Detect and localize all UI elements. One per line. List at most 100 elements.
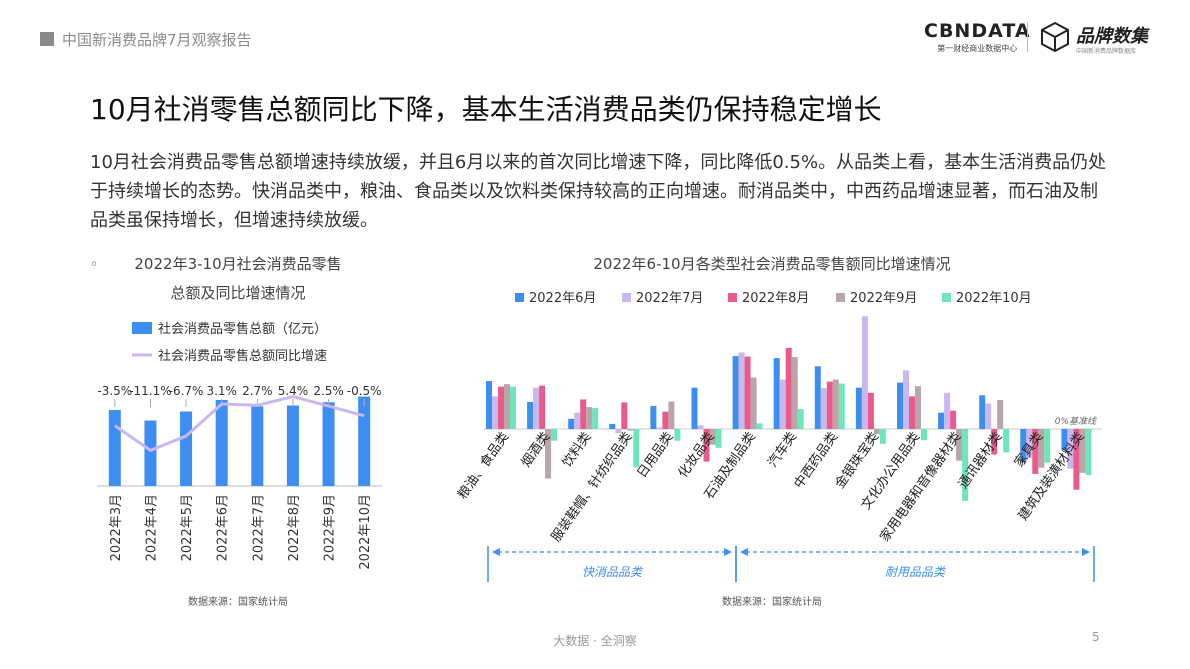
cube-icon [1041, 21, 1069, 53]
bar-0-3 [504, 384, 510, 429]
bar-2-4 [592, 408, 599, 429]
chart-title: 2022年6-10月各类型社会消费品零售额同比增速情况 [593, 255, 950, 273]
category-label-0: 粮油、食品类 [454, 429, 512, 502]
x-tick-label-2: 2022年5月 [180, 494, 195, 561]
brand-logo-text: 品牌数集 [1076, 26, 1148, 47]
bar-3-2 [621, 402, 628, 429]
bar-6-0 [732, 356, 739, 429]
bar-8-4 [838, 383, 845, 429]
bar-10-2 [909, 396, 915, 429]
x-tick-label-3: 2022年6月 [216, 494, 231, 561]
bar-5-4 [715, 429, 722, 448]
group-arrowhead-right-durable [1082, 548, 1090, 556]
x-tick-label-7: 2022年10月 [358, 494, 373, 570]
bar-2-2 [580, 399, 587, 429]
bar-0-4 [510, 386, 516, 429]
legend-swatch-2 [728, 293, 737, 302]
cbndata-logo-sub: 第一财经商业数据中心 [937, 44, 1018, 53]
bar-13-2 [1032, 429, 1039, 474]
bar-1-3 [545, 429, 552, 479]
growth-label-1: -11.1% [129, 384, 171, 398]
brand-logo: 品牌数集 中国新消费品牌数据库 [1038, 20, 1148, 58]
bar-8-3 [832, 379, 839, 429]
group-label-durable: 耐用品品类 [885, 565, 947, 579]
legend-label-total: 社会消费品零售总额（亿元） [158, 321, 327, 337]
bar-11-4 [962, 429, 969, 501]
bar-2-0 [568, 418, 575, 429]
bar-9-0 [855, 387, 862, 429]
bar-9-1 [861, 316, 868, 429]
group-arrowhead-right-fmcg [724, 548, 732, 556]
bar-4-0 [650, 406, 657, 429]
legend-label-3: 2022年9月 [850, 291, 917, 306]
bar-4-3 [668, 401, 675, 429]
retail-total-chart: ◦ 2022年3-10月社会消费品零售总额及同比增速情况社会消费品零售总额（亿元）… [90, 255, 382, 608]
bar-14-0 [1061, 429, 1068, 450]
category-label-5: 化妆品类 [676, 430, 718, 481]
x-tick-label-5: 2022年8月 [287, 494, 302, 561]
bar-2-1 [574, 412, 581, 429]
bar-12-1 [985, 403, 992, 429]
bar-total-5 [286, 405, 299, 486]
bar-1-4 [551, 429, 558, 441]
bar-0-0 [486, 381, 492, 429]
bar-14-4 [1085, 429, 1092, 475]
bar-5-2 [703, 429, 710, 462]
page-number: 5 [1092, 630, 1100, 644]
bar-total-0 [108, 410, 121, 486]
bar-3-3 [627, 429, 634, 431]
bar-12-4 [1003, 429, 1010, 453]
summary-paragraph: 10月社会消费品零售总额增速持续放缓，并且6月以来的首次同比增速下降，同比降低0… [90, 152, 1107, 231]
growth-label-0: -3.5% [97, 384, 132, 398]
bar-5-3 [709, 429, 716, 445]
cbndata-logo-text: CBNDATA [924, 20, 1031, 42]
bar-4-2 [662, 411, 669, 429]
baseline-label: 0%基准线 [1055, 416, 1097, 427]
bar-14-2 [1073, 429, 1080, 490]
bar-13-4 [1044, 429, 1051, 463]
growth-label-4: 2.7% [242, 384, 273, 398]
bar-6-1 [738, 352, 745, 429]
legend-label-2: 2022年8月 [742, 291, 809, 306]
group-arrowhead-left-fmcg [492, 548, 500, 556]
group-arrowhead-left-durable [740, 548, 748, 556]
bar-13-1 [1026, 429, 1033, 459]
bar-9-3 [873, 429, 880, 435]
chart-title-line1: 2022年3-10月社会消费品零售 [134, 255, 341, 273]
bar-total-2 [180, 411, 193, 486]
legend-swatch-1 [622, 293, 631, 302]
growth-line [113, 394, 365, 453]
bar-7-3 [791, 357, 798, 429]
bar-7-2 [785, 347, 792, 429]
bar-1-2 [539, 385, 546, 429]
bar-14-1 [1067, 429, 1074, 469]
header-square [40, 32, 54, 46]
bar-9-4 [879, 429, 886, 444]
bar-11-0 [938, 412, 945, 429]
category-label-3: 服装鞋帽、针纺织品类 [548, 429, 636, 545]
bar-12-3 [997, 399, 1004, 429]
bar-0-1 [492, 396, 498, 429]
bar-1-1 [533, 387, 540, 429]
bar-12-2 [991, 429, 998, 455]
bar-3-1 [615, 429, 622, 434]
bar-total-3 [215, 399, 228, 486]
bar-10-4 [921, 429, 927, 441]
legend-label-growth: 社会消费品零售总额同比增速 [158, 348, 327, 364]
chart-title-line2: 总额及同比增速情况 [170, 284, 305, 302]
bar-0-2 [498, 386, 504, 429]
category-label-2: 饮料类 [560, 430, 595, 471]
category-label-7: 汽车类 [764, 429, 799, 470]
category-label-4: 日用品类 [635, 430, 677, 481]
bar-8-0 [814, 366, 821, 429]
bar-13-3 [1038, 429, 1045, 468]
x-tick-label-6: 2022年9月 [323, 494, 338, 561]
growth-label-2: -6.7% [169, 384, 204, 398]
bar-6-4 [756, 423, 763, 429]
bar-14-3 [1079, 429, 1086, 473]
bar-10-3 [915, 386, 921, 429]
x-tick-label-4: 2022年7月 [251, 494, 266, 561]
legend-swatch-3 [836, 293, 845, 302]
bar-5-1 [697, 425, 704, 429]
x-tick-label-0: 2022年3月 [109, 494, 124, 561]
